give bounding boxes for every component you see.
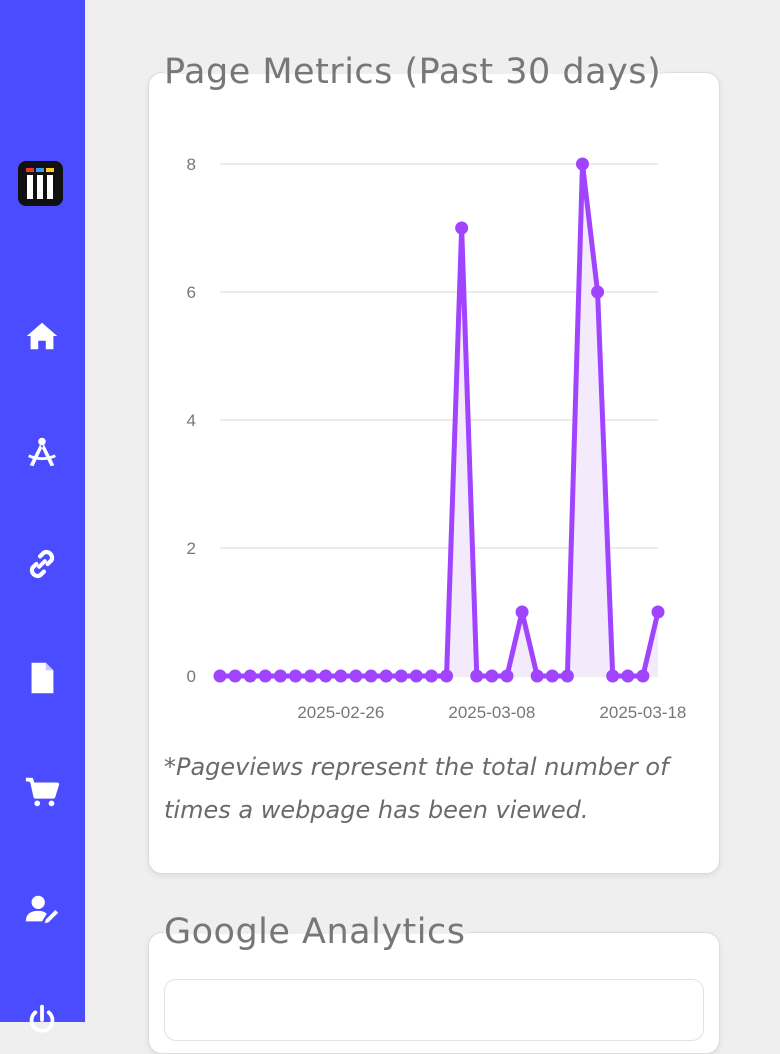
data-point[interactable]: [530, 669, 544, 683]
data-point[interactable]: [470, 669, 484, 683]
data-point[interactable]: [455, 221, 469, 235]
page-metrics-title: Page Metrics (Past 30 days): [164, 52, 666, 92]
data-point[interactable]: [319, 669, 333, 683]
data-point[interactable]: [243, 669, 257, 683]
data-point[interactable]: [424, 669, 438, 683]
x-tick-label: 2025-03-08: [448, 703, 535, 722]
data-point[interactable]: [273, 669, 287, 683]
y-tick-label: 8: [187, 155, 196, 174]
y-tick-label: 6: [187, 283, 196, 302]
data-point[interactable]: [364, 669, 378, 683]
data-point[interactable]: [213, 669, 227, 683]
x-tick-label: 2025-02-26: [297, 703, 384, 722]
power-icon[interactable]: [20, 998, 64, 1042]
home-icon[interactable]: [20, 314, 64, 358]
page-metrics-card: [148, 72, 720, 874]
data-point[interactable]: [500, 669, 514, 683]
data-point[interactable]: [651, 605, 665, 619]
data-point[interactable]: [289, 669, 303, 683]
data-point[interactable]: [228, 669, 242, 683]
pageviews-note: *Pageviews represent the total number of…: [164, 753, 669, 824]
data-point[interactable]: [394, 669, 408, 683]
data-point[interactable]: [591, 285, 605, 299]
google-analytics-panel: [164, 979, 704, 1041]
data-point[interactable]: [379, 669, 393, 683]
app-logo-icon[interactable]: [18, 161, 63, 206]
data-point[interactable]: [334, 669, 348, 683]
data-point[interactable]: [606, 669, 620, 683]
user-edit-icon[interactable]: [20, 887, 64, 931]
data-point[interactable]: [621, 669, 635, 683]
y-tick-label: 2: [187, 539, 196, 558]
cart-icon[interactable]: [20, 770, 64, 814]
data-point[interactable]: [409, 669, 423, 683]
compass-drafting-icon[interactable]: [20, 430, 64, 474]
data-point[interactable]: [636, 669, 650, 683]
google-analytics-title: Google Analytics: [164, 912, 470, 952]
data-point[interactable]: [440, 669, 454, 683]
data-point[interactable]: [304, 669, 318, 683]
data-point[interactable]: [349, 669, 363, 683]
data-point[interactable]: [575, 157, 589, 171]
pageviews-chart: 0 2 4 6 8 2025-02-26 2025-03-08 2025-03-18: [187, 155, 687, 722]
data-point[interactable]: [515, 605, 529, 619]
y-tick-label: 4: [187, 411, 196, 430]
data-point[interactable]: [258, 669, 272, 683]
file-icon[interactable]: [20, 656, 64, 700]
link-icon[interactable]: [20, 542, 64, 586]
sidebar: [0, 0, 85, 1033]
x-tick-label: 2025-03-18: [599, 703, 686, 722]
data-point[interactable]: [560, 669, 574, 683]
y-tick-label: 0: [187, 667, 196, 686]
data-point[interactable]: [485, 669, 499, 683]
data-point[interactable]: [545, 669, 559, 683]
